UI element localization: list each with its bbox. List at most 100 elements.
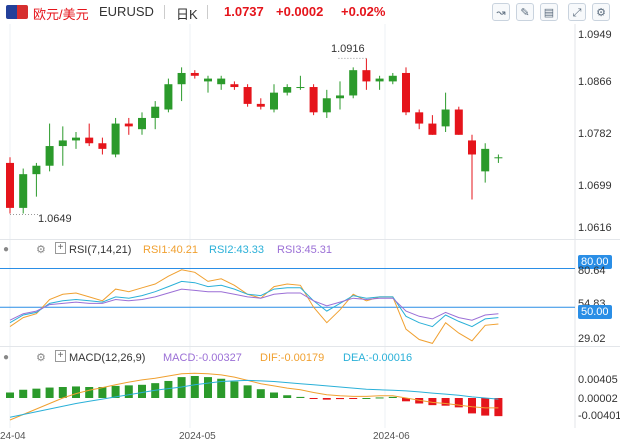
macd-bar — [402, 398, 410, 402]
macd-bar — [72, 386, 80, 398]
candle-body — [45, 146, 54, 166]
macd-bar — [45, 387, 54, 398]
candle-body — [243, 87, 252, 104]
candle-body — [322, 98, 331, 113]
macd-bar — [190, 376, 199, 398]
macd-bar — [217, 378, 226, 398]
indicator-icon[interactable]: ▤ — [540, 3, 558, 21]
x-axis-label: 2024-05 — [179, 431, 216, 442]
macd-bar — [98, 387, 107, 398]
candle-body — [494, 157, 503, 159]
macd-bar — [322, 398, 331, 400]
macd-tick: -0.00401 — [578, 410, 620, 422]
candle-body — [402, 72, 410, 113]
expand-icon[interactable]: ⤢ — [568, 3, 586, 21]
macd-add-icon[interactable]: + — [55, 350, 66, 362]
candle-body — [388, 75, 397, 82]
candle-body — [190, 72, 199, 76]
line-chart-icon[interactable]: ↝ — [492, 3, 510, 21]
rsi2-line — [9, 280, 499, 328]
macd-bar — [32, 388, 41, 398]
dif-value: DIF:-0.00179 — [260, 352, 325, 364]
macd-bar — [256, 389, 265, 398]
macd-bar — [468, 398, 476, 414]
price-change: +0.0002 — [276, 4, 324, 19]
macd-bar — [85, 387, 94, 398]
rsi3-line — [9, 288, 499, 321]
price-tick: 1.0699 — [578, 180, 612, 192]
macd-bar — [58, 387, 67, 398]
macd-bar — [283, 395, 292, 398]
rsi1-value: RSI1:40.21 — [143, 244, 199, 256]
candle-body — [6, 162, 14, 208]
candle-body — [375, 78, 384, 82]
candle-body — [362, 70, 371, 82]
candle-body — [58, 140, 67, 147]
candle-body — [85, 137, 94, 144]
macd-bar — [124, 385, 133, 398]
rsi-50-level: 50.00 — [578, 305, 612, 319]
macd-bar — [375, 397, 384, 399]
candle-body — [32, 165, 41, 175]
dif-line — [9, 372, 499, 421]
macd-bar — [243, 385, 252, 398]
draw-icon[interactable]: ✎ — [516, 3, 534, 21]
candle-body — [481, 148, 490, 172]
candle-body — [283, 87, 292, 93]
panel-divider — [0, 239, 620, 240]
period-selector[interactable]: 日K — [176, 7, 198, 22]
candle-body — [296, 87, 305, 89]
rsi3-value: RSI3:45.31 — [277, 244, 333, 256]
macd-bar — [454, 398, 463, 408]
rsi2-value: RSI2:43.33 — [209, 244, 265, 256]
rsi-title: RSI(7,14,21) — [69, 244, 132, 256]
macd-bar — [388, 396, 397, 398]
macd-bar — [296, 396, 305, 398]
symbol-code[interactable]: EURUSD — [99, 4, 154, 19]
high-annotation: 1.0916 — [331, 43, 365, 55]
x-axis-label: 24-04 — [0, 431, 26, 442]
candle-body — [72, 137, 80, 141]
macd-dot-icon[interactable]: ● — [3, 352, 10, 363]
macd-bar — [309, 398, 318, 399]
price-tick: 1.0782 — [578, 128, 612, 140]
candle-body — [204, 78, 212, 82]
macd-title: MACD(12,26,9) — [69, 352, 146, 364]
candle-body — [441, 109, 450, 127]
candle-body — [256, 103, 265, 107]
symbol-cn[interactable]: 欧元/美元 — [33, 7, 89, 22]
candle-body — [19, 174, 28, 208]
panel-divider — [0, 346, 620, 347]
dea-line — [9, 379, 499, 418]
macd-bar — [415, 398, 424, 404]
rsi1-line — [9, 269, 499, 344]
dea-value: DEA:-0.00016 — [343, 352, 413, 364]
settings-icon[interactable]: ⚙ — [592, 3, 610, 21]
macd-bar — [19, 389, 28, 398]
flag-icon — [6, 5, 28, 19]
macd-settings-icon[interactable]: ⚙ — [36, 352, 46, 364]
macd-bar — [441, 398, 450, 406]
candle-body — [454, 109, 463, 135]
macd-bar — [494, 398, 503, 417]
candle-body — [468, 140, 476, 155]
candle-body — [98, 143, 107, 149]
candle-body — [415, 112, 424, 124]
macd-bar — [270, 392, 278, 398]
price-tick: 1.0616 — [578, 222, 612, 234]
candle-body — [230, 84, 239, 88]
macd-tick: 0.00002 — [578, 393, 618, 405]
candle-body — [309, 87, 318, 113]
rsi-settings-icon[interactable]: ⚙ — [36, 244, 46, 256]
macd-bar — [349, 398, 358, 399]
rsi-dot-icon[interactable]: ● — [3, 244, 10, 255]
candle-body — [164, 84, 173, 110]
macd-bar — [6, 392, 14, 398]
macd-bar — [164, 380, 173, 398]
x-axis-label: 2024-06 — [373, 431, 410, 442]
rsi-add-icon[interactable]: + — [55, 242, 66, 254]
candle-body — [217, 78, 226, 85]
macd-bar — [204, 377, 212, 398]
candle-body — [349, 70, 358, 96]
